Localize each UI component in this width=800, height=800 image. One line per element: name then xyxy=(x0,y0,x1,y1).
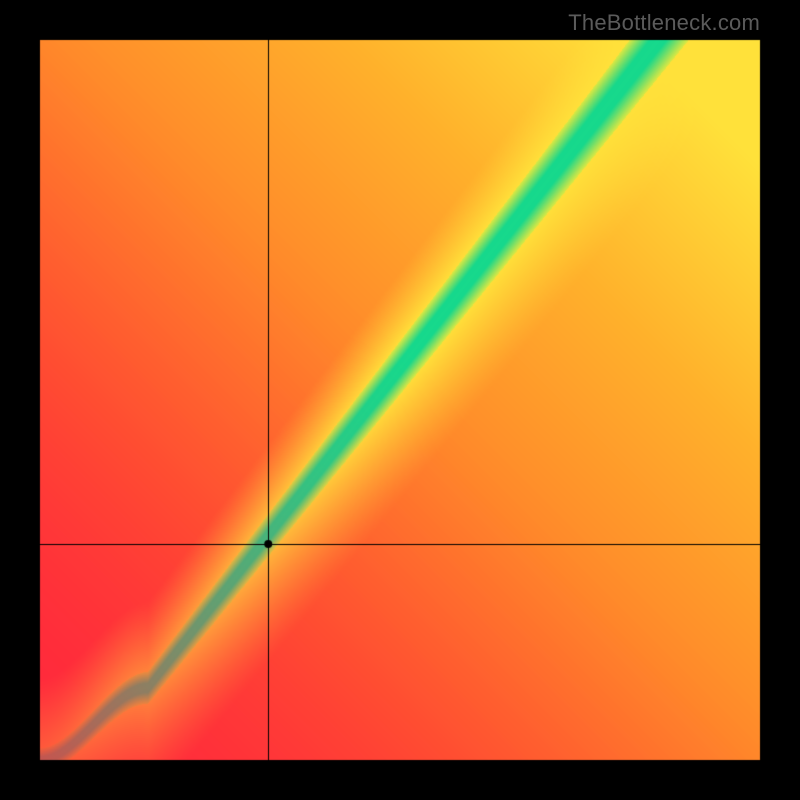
bottleneck-heatmap xyxy=(0,0,800,800)
watermark-text: TheBottleneck.com xyxy=(568,10,760,36)
stage: TheBottleneck.com xyxy=(0,0,800,800)
